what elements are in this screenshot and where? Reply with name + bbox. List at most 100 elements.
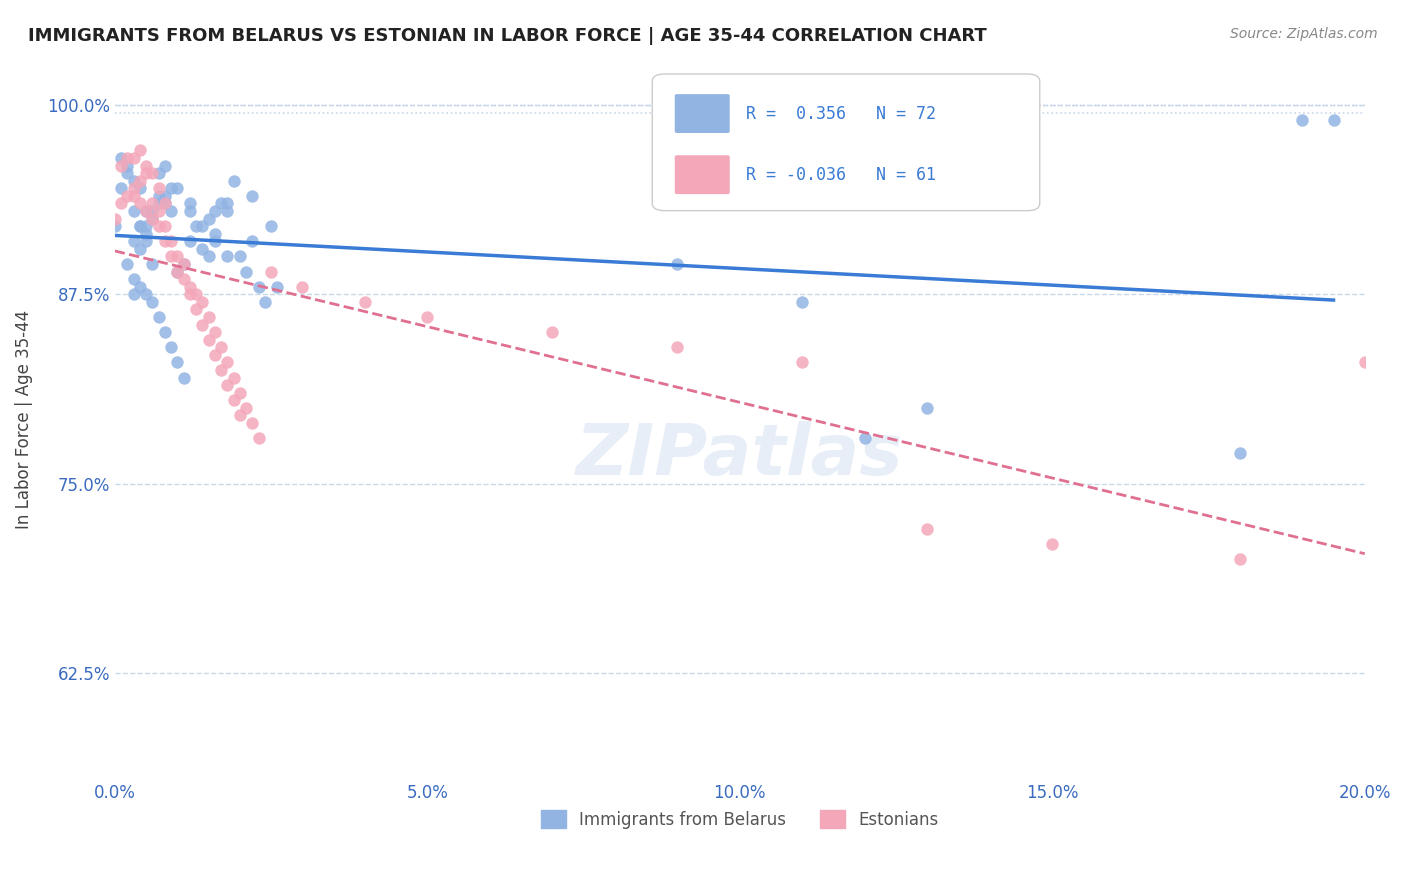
Point: [240, 189, 263, 203]
Point: [135, 166, 157, 180]
Point: [160, 340, 183, 354]
Point: [184, 302, 207, 317]
Point: [153, 235, 176, 249]
Point: [104, 211, 127, 226]
Point: [122, 181, 145, 195]
Point: [148, 196, 170, 211]
Point: [135, 204, 157, 219]
Point: [217, 196, 239, 211]
Point: [148, 310, 170, 324]
Point: [179, 287, 201, 301]
Point: [148, 189, 170, 203]
Point: [128, 242, 150, 256]
Point: [184, 287, 207, 301]
Point: [240, 235, 263, 249]
Point: [117, 159, 139, 173]
Point: [184, 219, 207, 234]
Point: [260, 264, 283, 278]
Point: [541, 325, 564, 339]
Point: [122, 235, 145, 249]
Point: [915, 522, 938, 536]
Point: [353, 294, 375, 309]
Point: [217, 355, 239, 369]
Point: [104, 219, 127, 234]
Point: [915, 401, 938, 415]
Point: [122, 287, 145, 301]
Text: Source: ZipAtlas.com: Source: ZipAtlas.com: [1230, 27, 1378, 41]
Point: [204, 227, 226, 241]
Point: [209, 196, 232, 211]
Point: [217, 250, 239, 264]
Point: [153, 196, 176, 211]
Point: [148, 219, 170, 234]
Point: [166, 264, 188, 278]
Point: [209, 340, 232, 354]
Text: R =  0.356   N = 72: R = 0.356 N = 72: [747, 104, 936, 122]
Point: [1322, 113, 1344, 128]
Point: [128, 196, 150, 211]
Point: [229, 385, 252, 400]
Point: [197, 333, 219, 347]
FancyBboxPatch shape: [675, 95, 730, 133]
Point: [1229, 552, 1251, 566]
Point: [148, 181, 170, 195]
Text: R = -0.036   N = 61: R = -0.036 N = 61: [747, 166, 936, 184]
Point: [110, 181, 132, 195]
FancyBboxPatch shape: [652, 74, 1040, 211]
Point: [853, 431, 876, 445]
Point: [110, 151, 132, 165]
Point: [110, 159, 132, 173]
Point: [153, 196, 176, 211]
Point: [122, 174, 145, 188]
Point: [141, 211, 163, 226]
Point: [135, 159, 157, 173]
Point: [141, 257, 163, 271]
Point: [135, 287, 157, 301]
Point: [792, 294, 814, 309]
Point: [416, 310, 439, 324]
Point: [110, 196, 132, 211]
Point: [122, 272, 145, 286]
Point: [247, 279, 270, 293]
Point: [160, 250, 183, 264]
Point: [229, 409, 252, 423]
Point: [222, 393, 245, 408]
Point: [204, 348, 226, 362]
Point: [1040, 537, 1063, 551]
Point: [141, 196, 163, 211]
Text: IMMIGRANTS FROM BELARUS VS ESTONIAN IN LABOR FORCE | AGE 35-44 CORRELATION CHART: IMMIGRANTS FROM BELARUS VS ESTONIAN IN L…: [28, 27, 987, 45]
Point: [153, 189, 176, 203]
Point: [160, 181, 183, 195]
Point: [117, 166, 139, 180]
Point: [128, 219, 150, 234]
Point: [128, 219, 150, 234]
Point: [217, 204, 239, 219]
Point: [222, 370, 245, 384]
Point: [141, 211, 163, 226]
Text: ZIPatlas: ZIPatlas: [576, 421, 904, 490]
Point: [166, 355, 188, 369]
Point: [191, 219, 214, 234]
Point: [266, 279, 288, 293]
Point: [148, 204, 170, 219]
Point: [240, 416, 263, 430]
Point: [1291, 113, 1313, 128]
Point: [135, 219, 157, 234]
Point: [153, 325, 176, 339]
Point: [253, 294, 276, 309]
Point: [1354, 355, 1376, 369]
Point: [1229, 446, 1251, 460]
Point: [135, 235, 157, 249]
Point: [229, 250, 252, 264]
Point: [291, 279, 314, 293]
Point: [666, 340, 689, 354]
Point: [153, 159, 176, 173]
Point: [235, 401, 257, 415]
Point: [209, 363, 232, 377]
Point: [166, 250, 188, 264]
Point: [128, 279, 150, 293]
Point: [128, 174, 150, 188]
Point: [204, 204, 226, 219]
Point: [141, 166, 163, 180]
Point: [153, 219, 176, 234]
